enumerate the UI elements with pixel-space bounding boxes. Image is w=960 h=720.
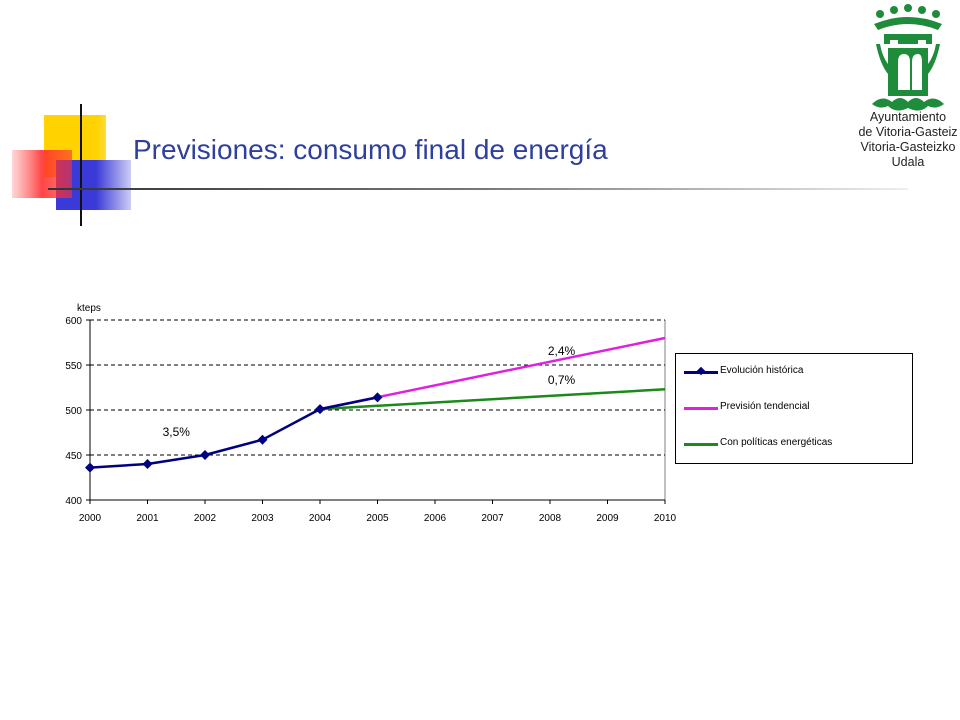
- grid-lines: [90, 319, 666, 500]
- y-tick-label: 450: [65, 451, 82, 462]
- city-logo: [872, 4, 944, 111]
- labels: 3,5% 2,4% 0,7%: [163, 344, 576, 439]
- legend-swatch-policy: [684, 443, 718, 446]
- y-tick-label: 600: [65, 316, 82, 327]
- decorative-squares: [12, 104, 136, 226]
- y-tick-label: 500: [65, 406, 82, 417]
- x-tick-label: 2004: [309, 513, 332, 524]
- logo-line-1: Ayuntamiento: [869, 110, 947, 124]
- x-tick-label: 2003: [251, 513, 274, 524]
- x-tick-label: 2002: [194, 513, 217, 524]
- logo-line-4: Udala: [891, 155, 925, 169]
- data-point-marker: [257, 434, 268, 445]
- data-point-marker: [372, 392, 383, 403]
- series-line-2: [319, 388, 666, 411]
- series-line-0: [89, 396, 378, 469]
- red-square: [12, 150, 72, 198]
- x-tick-label: 2006: [424, 513, 447, 524]
- data-point-marker: [200, 450, 210, 460]
- logo-line-3: Vitoria-Gasteizko: [860, 140, 956, 154]
- chart-legend: Evolución histórica Previsión tendencial…: [675, 353, 913, 464]
- data-point-marker: [315, 404, 325, 415]
- castle-icon: [872, 34, 944, 111]
- annotation-label: 3,5%: [163, 425, 191, 439]
- legend-label-trend: Previsión tendencial: [720, 401, 810, 412]
- x-tick-label: 2000: [79, 513, 102, 524]
- data-point-marker: [85, 462, 95, 473]
- axes: 400 450 500 550 600 2000 2001 2002 2003 2004 2005 2…: [65, 303, 676, 524]
- y-axis-label: kteps: [77, 303, 101, 314]
- x-tick-label: 2007: [481, 513, 504, 524]
- series: [85, 336, 666, 473]
- title-rule: [48, 188, 908, 190]
- crown-icon: [874, 4, 942, 30]
- annotation-label: 0,7%: [548, 373, 576, 387]
- legend-swatch-trend: [684, 407, 718, 410]
- legend-label-policy: Con políticas energéticas: [720, 437, 833, 448]
- data-point-marker: [142, 459, 153, 469]
- logo-line-2: de Vitoria-Gasteiz: [858, 125, 958, 139]
- y-tick-label: 400: [65, 496, 82, 507]
- fade-overlay: [96, 110, 136, 215]
- slide-title: Previsiones: consumo final de energía: [133, 134, 608, 165]
- logo-text: Ayuntamiento de Vitoria-Gasteiz Vitoria-…: [850, 110, 960, 170]
- x-tick-label: 2005: [366, 513, 389, 524]
- x-tick-label: 2008: [539, 513, 562, 524]
- x-tick-label: 2009: [596, 513, 619, 524]
- x-tick-label: 2001: [136, 513, 159, 524]
- legend-label-historic: Evolución histórica: [720, 365, 804, 376]
- annotation-label: 2,4%: [548, 344, 576, 358]
- y-tick-label: 550: [65, 361, 82, 372]
- x-tick-label: 2010: [654, 513, 677, 524]
